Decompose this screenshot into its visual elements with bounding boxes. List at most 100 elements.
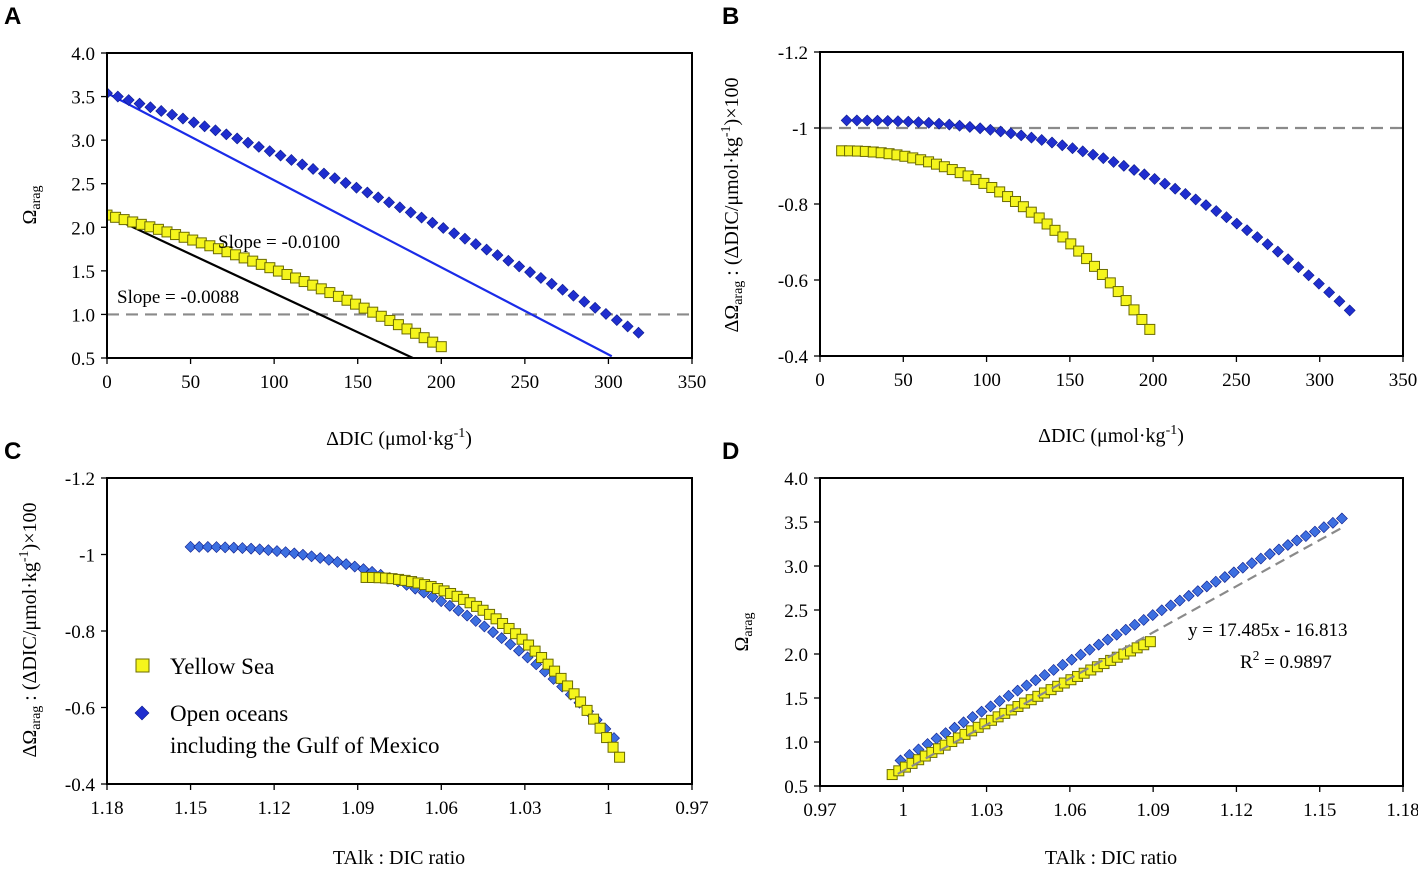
- open-ocean-point: [504, 638, 517, 651]
- yellow-sea-point: [1057, 231, 1069, 243]
- r-squared-label-part: R: [1240, 652, 1253, 673]
- yellow-sea-point: [607, 741, 619, 753]
- y-tick-label: 4.0: [71, 44, 95, 65]
- yellow-sea-point: [1025, 206, 1037, 218]
- open-ocean-point: [1326, 516, 1339, 529]
- open-ocean-point: [1056, 139, 1069, 152]
- open-ocean-point: [621, 320, 634, 333]
- x-axis-title-part: TAlk : DIC ratio: [1045, 847, 1177, 869]
- open-ocean-point: [350, 181, 363, 194]
- r-squared-label: R2 = 0.9897: [1240, 648, 1332, 673]
- open-ocean-point: [495, 632, 508, 645]
- open-ocean-point: [262, 544, 275, 557]
- open-ocean-point: [328, 172, 341, 185]
- x-axis-title: TAlk : DIC ratio: [1045, 847, 1177, 869]
- open-ocean-point: [155, 105, 168, 117]
- x-tick-label: 300: [594, 372, 623, 393]
- y-axis-title-part: : (ΔDIC/μmol·kg: [721, 137, 743, 281]
- open-ocean-point: [305, 550, 318, 563]
- y-tick-label: 0.5: [784, 777, 808, 798]
- open-ocean-point: [1312, 277, 1325, 290]
- open-ocean-point: [1119, 623, 1132, 636]
- open-ocean-series: [894, 512, 1348, 767]
- x-tick-label: 1.06: [1053, 800, 1086, 821]
- panel-c-plot: 1.18 1.15 1.12 1.09 1.06 1.03 1 0.97 -0.4 -0.6 -0.…: [17, 469, 709, 869]
- yellow-sea-point: [1136, 313, 1148, 325]
- open-ocean-point: [1343, 304, 1356, 317]
- yellow-sea-point: [542, 658, 554, 670]
- open-ocean-point: [1137, 614, 1150, 626]
- open-ocean-point: [1065, 653, 1078, 666]
- y-axis-title-part: )×100: [721, 77, 743, 125]
- y-tick-label: 2.5: [71, 175, 95, 196]
- open-ocean-point: [404, 206, 417, 219]
- open-ocean-point: [1236, 561, 1249, 574]
- open-ocean-point: [948, 721, 961, 734]
- yellow-sea-point: [510, 628, 522, 640]
- yellow-sea-series: [360, 571, 626, 763]
- x-tick-label: 0: [102, 372, 112, 393]
- open-ocean-point: [1245, 557, 1258, 570]
- x-tick-label: 150: [1056, 370, 1085, 391]
- y-tick-label: 1.5: [784, 689, 808, 710]
- open-ocean-point: [1002, 689, 1015, 702]
- yellow-sea-point: [536, 652, 548, 664]
- equation-label: y = 17.485x - 16.813: [1188, 620, 1348, 641]
- plot-frame: [819, 477, 1404, 787]
- open-ocean-point: [253, 543, 266, 556]
- y-tick-label: 0.5: [71, 349, 95, 370]
- y-tick-label: -0.4: [65, 775, 96, 796]
- x-tick-label: 250: [1222, 370, 1251, 391]
- open-ocean-point: [314, 552, 327, 564]
- yellow-sea-point: [594, 722, 606, 734]
- open-ocean-point: [1263, 548, 1276, 560]
- open-ocean-point: [1047, 664, 1060, 676]
- open-ocean-point: [1020, 679, 1033, 692]
- open-ocean-point: [201, 541, 214, 553]
- legend-yellow-sea-marker: [135, 658, 150, 673]
- y-tick-label: -1: [792, 119, 808, 140]
- open-ocean-point: [1164, 599, 1177, 612]
- open-ocean-point: [513, 260, 526, 273]
- open-ocean-point: [1200, 580, 1213, 593]
- y-tick-label: 2.0: [784, 645, 808, 666]
- yellow-sea-point: [549, 665, 561, 677]
- open-ocean-point: [322, 553, 335, 566]
- open-ocean-point: [177, 112, 189, 125]
- open-ocean-series: [184, 540, 620, 745]
- open-ocean-point: [861, 114, 874, 127]
- open-ocean-point: [1087, 148, 1099, 161]
- x-tick-label: 1.15: [174, 798, 207, 819]
- x-axis-title-part: ): [1177, 425, 1184, 447]
- open-ocean-point: [502, 254, 515, 267]
- open-ocean-point: [1138, 168, 1151, 181]
- open-ocean-point: [166, 108, 179, 121]
- open-ocean-point: [220, 128, 233, 141]
- yellow-sea-point: [1096, 268, 1108, 280]
- open-ocean-point: [348, 560, 361, 573]
- y-tick-label: -0.6: [778, 271, 808, 292]
- yellow-sea-point: [555, 672, 567, 684]
- open-ocean-point: [1271, 245, 1284, 258]
- panel-letter-a: A: [4, 3, 21, 30]
- yellow-sea-point: [1081, 253, 1093, 265]
- open-ocean-point: [589, 301, 602, 314]
- x-tick-label: 50: [181, 372, 200, 393]
- open-ocean-point: [1046, 136, 1058, 149]
- yellow-sea-point: [523, 639, 535, 651]
- open-ocean-point: [1200, 199, 1212, 212]
- yellow-sea-point: [1089, 260, 1101, 272]
- open-ocean-point: [285, 154, 298, 166]
- y-tick-label: 1.0: [784, 733, 808, 754]
- open-ocean-point: [939, 727, 952, 740]
- panel-letter-b: B: [722, 3, 739, 30]
- open-ocean-point: [271, 545, 283, 557]
- fit-line-0: [107, 214, 414, 358]
- x-tick-label: 1: [604, 798, 614, 819]
- y-axis-title-part: ΔΩ: [721, 305, 743, 333]
- open-ocean-point: [1189, 193, 1202, 206]
- open-ocean-point: [524, 266, 536, 279]
- open-ocean-point: [227, 541, 240, 554]
- y-tick-label: -0.8: [778, 195, 808, 216]
